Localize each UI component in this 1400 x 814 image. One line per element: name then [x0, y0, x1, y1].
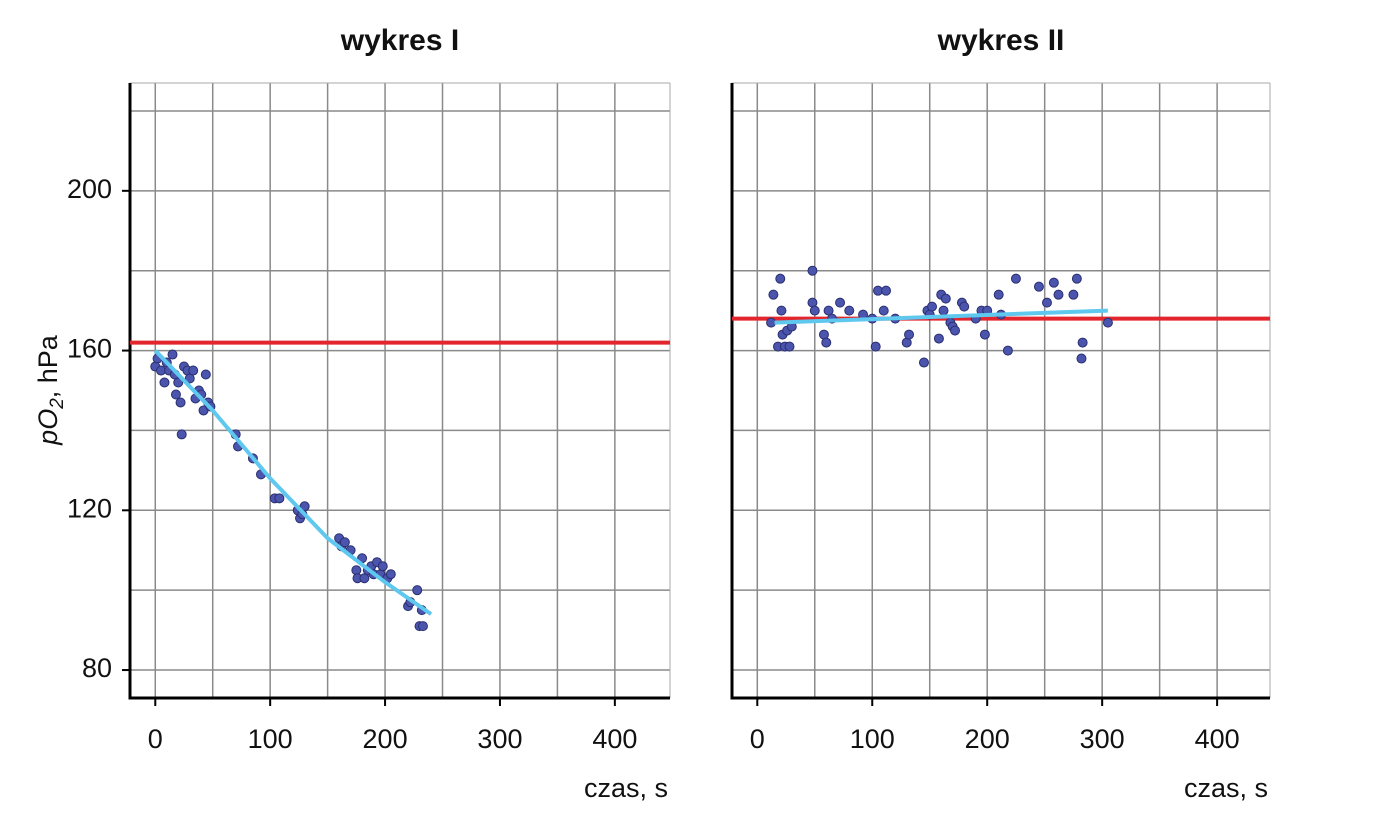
x-tick-label: 100: [850, 724, 895, 754]
point: [870, 341, 881, 352]
point: [1033, 281, 1044, 292]
point: [385, 569, 396, 580]
point: [299, 501, 310, 512]
point: [979, 329, 990, 340]
chart-title: wykres II: [937, 24, 1065, 57]
y-tick-label: 160: [67, 334, 112, 364]
point: [993, 289, 1004, 300]
point: [809, 305, 820, 316]
x-tick-label: 0: [148, 724, 163, 754]
fit-line: [153, 349, 433, 616]
y-label-part: pO: [33, 409, 63, 446]
chart-title: wykres I: [340, 24, 459, 57]
point: [768, 289, 779, 300]
point: [1053, 289, 1064, 300]
point: [878, 305, 889, 316]
point: [188, 365, 199, 376]
point: [200, 369, 211, 380]
point: [1076, 353, 1087, 364]
point: [1077, 337, 1088, 348]
point: [339, 537, 350, 548]
point: [1071, 273, 1082, 284]
point: [918, 357, 929, 368]
point: [170, 389, 181, 400]
y-tick-label: 80: [82, 653, 112, 683]
x-tick-label: 400: [1195, 724, 1240, 754]
point: [959, 301, 970, 312]
point: [784, 341, 795, 352]
point: [173, 377, 184, 388]
point: [807, 265, 818, 276]
point: [933, 333, 944, 344]
point: [412, 585, 423, 596]
y-tick-label: 200: [67, 174, 112, 204]
point: [881, 285, 892, 296]
point: [821, 337, 832, 348]
point: [1048, 277, 1059, 288]
y-label-sub: 2: [47, 398, 68, 410]
point: [1041, 297, 1052, 308]
point: [1010, 273, 1021, 284]
point: [776, 305, 787, 316]
point: [775, 273, 786, 284]
x-axis-label: czas, s: [1184, 773, 1268, 803]
point: [1068, 289, 1079, 300]
point: [274, 493, 285, 504]
y-label-part: , hPa: [33, 334, 63, 398]
point: [927, 301, 938, 312]
point: [1102, 317, 1113, 328]
point: [377, 561, 388, 572]
x-tick-label: 200: [965, 724, 1010, 754]
fit-line: [774, 308, 1108, 325]
point: [766, 317, 777, 328]
x-tick-label: 300: [477, 724, 522, 754]
point: [1002, 345, 1013, 356]
x-tick-label: 200: [363, 724, 408, 754]
point: [835, 297, 846, 308]
point: [159, 377, 170, 388]
point: [940, 293, 951, 304]
point: [167, 349, 178, 360]
y-axis-label: pO2, hPa: [33, 334, 68, 446]
x-tick-label: 300: [1080, 724, 1125, 754]
x-axis-label: czas, s: [584, 773, 668, 803]
point: [938, 305, 949, 316]
point: [844, 305, 855, 316]
point: [175, 397, 186, 408]
x-tick-label: 100: [248, 724, 293, 754]
point: [417, 621, 428, 632]
x-tick-label: 400: [592, 724, 637, 754]
x-tick-label: 0: [750, 724, 765, 754]
y-tick-label: 120: [67, 493, 112, 523]
point: [176, 429, 187, 440]
point: [950, 325, 961, 336]
point: [904, 329, 915, 340]
